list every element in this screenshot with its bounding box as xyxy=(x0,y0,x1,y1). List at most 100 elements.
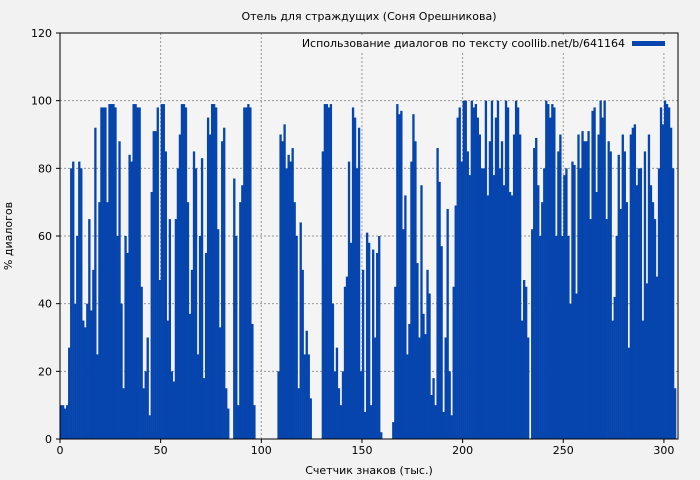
bar xyxy=(466,151,469,439)
y-tick-label: 20 xyxy=(38,365,52,378)
bar xyxy=(380,432,383,439)
bar xyxy=(545,100,548,440)
bar xyxy=(659,107,663,439)
bar xyxy=(325,104,329,440)
bar xyxy=(671,168,675,440)
bar xyxy=(241,185,244,439)
bar xyxy=(418,337,421,439)
bar xyxy=(210,104,214,440)
bar xyxy=(436,148,439,440)
bar xyxy=(645,283,649,439)
bar xyxy=(249,107,252,439)
x-tick-label: 200 xyxy=(452,444,473,457)
bar xyxy=(363,411,367,439)
bar xyxy=(510,195,514,439)
bar xyxy=(667,107,671,439)
bar xyxy=(543,168,546,440)
bar xyxy=(583,141,586,439)
bar xyxy=(647,134,651,439)
bar xyxy=(404,195,407,439)
bar xyxy=(522,279,526,439)
bar xyxy=(408,323,411,439)
bar xyxy=(414,141,417,439)
bar xyxy=(486,195,490,439)
bar xyxy=(120,303,123,439)
bar xyxy=(557,151,560,439)
bar xyxy=(553,107,556,439)
bar xyxy=(563,175,566,439)
bar xyxy=(162,104,165,440)
bar xyxy=(144,371,147,439)
bar xyxy=(281,141,284,439)
bar xyxy=(593,107,596,439)
bar xyxy=(500,141,504,439)
bar xyxy=(239,202,242,439)
bar xyxy=(504,100,508,440)
bar xyxy=(198,236,202,439)
bar xyxy=(164,151,167,439)
bar xyxy=(376,252,379,439)
bar xyxy=(673,388,677,439)
bar xyxy=(442,411,445,439)
bar xyxy=(192,151,196,439)
bar xyxy=(657,168,661,440)
bar xyxy=(186,202,190,439)
bar xyxy=(549,117,552,439)
y-tick-label: 80 xyxy=(38,162,52,175)
bar xyxy=(514,100,518,440)
y-tick-label: 40 xyxy=(38,298,52,311)
bar xyxy=(577,134,580,439)
bar xyxy=(132,104,135,440)
bar xyxy=(357,127,361,439)
bar xyxy=(206,117,210,439)
bar xyxy=(607,141,610,439)
bar xyxy=(142,388,145,439)
bar xyxy=(355,168,359,440)
bar xyxy=(571,161,574,440)
y-tick-label: 100 xyxy=(31,95,52,108)
bar xyxy=(341,371,345,439)
bar xyxy=(88,219,91,439)
bar xyxy=(506,107,510,439)
bar xyxy=(343,286,347,439)
bar xyxy=(613,296,616,439)
bar xyxy=(217,229,220,439)
bar xyxy=(146,337,149,439)
bar xyxy=(188,313,192,439)
bar xyxy=(446,208,449,439)
bar xyxy=(619,208,622,439)
bar xyxy=(492,175,496,439)
bar xyxy=(247,104,250,440)
bar xyxy=(62,405,65,439)
y-tick-label: 120 xyxy=(31,27,52,40)
bar xyxy=(245,107,248,439)
bar xyxy=(589,219,592,439)
bar xyxy=(444,337,447,439)
bar xyxy=(478,134,482,439)
bar xyxy=(623,151,626,439)
chart-title: Отель для страждущих (Соня Орешникова) xyxy=(241,10,496,23)
bar xyxy=(424,334,427,439)
bar xyxy=(180,104,184,440)
bar xyxy=(512,134,516,439)
bar xyxy=(68,347,71,439)
bar xyxy=(196,354,200,439)
bar xyxy=(233,178,236,439)
bar xyxy=(86,303,89,439)
bar xyxy=(372,249,375,439)
bar xyxy=(76,236,79,439)
bar xyxy=(176,168,180,440)
bar xyxy=(295,236,298,439)
y-axis-label: % диалогов xyxy=(2,202,15,270)
bar xyxy=(303,354,306,439)
bar xyxy=(291,148,294,440)
y-tick-label: 0 xyxy=(45,433,52,446)
bar xyxy=(539,236,542,439)
bar xyxy=(66,405,69,439)
bar xyxy=(194,168,198,440)
bar xyxy=(80,168,83,440)
bar xyxy=(468,175,471,439)
bar xyxy=(158,279,161,439)
bar xyxy=(633,124,637,439)
bar xyxy=(94,127,97,439)
